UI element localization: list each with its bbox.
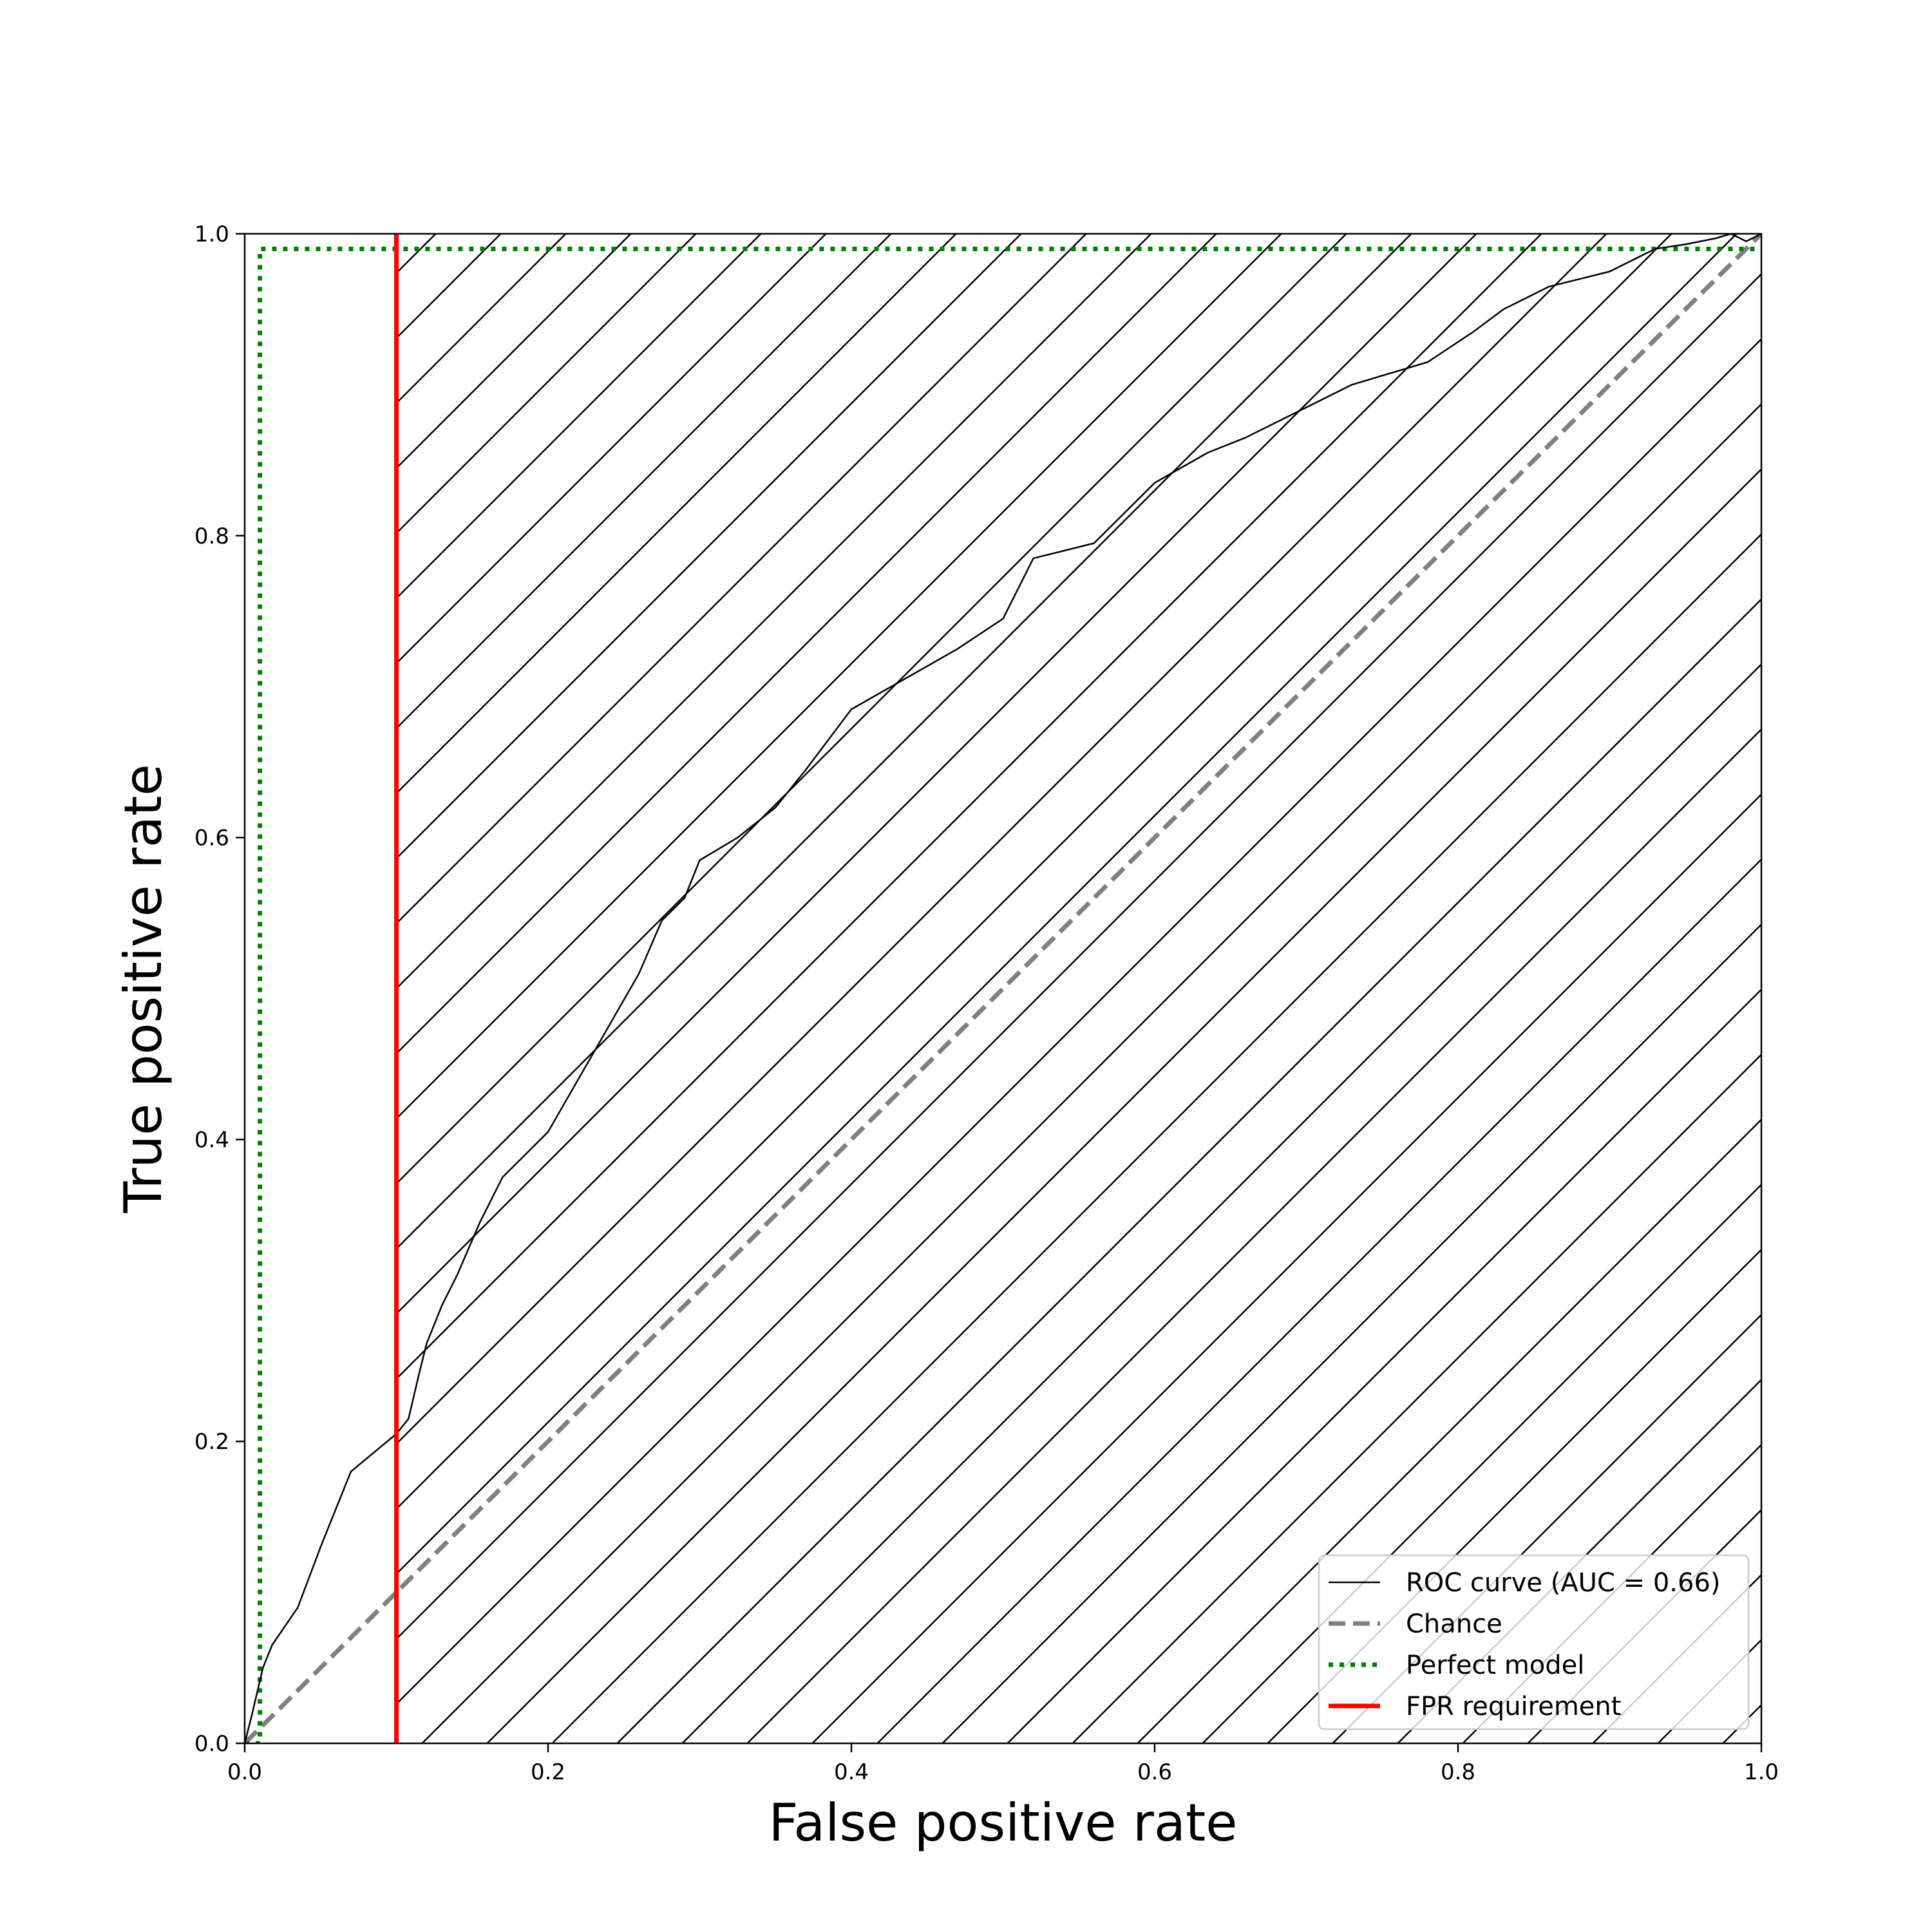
x-axis: 0.0 0.2 0.4 0.6 0.8 1.0 [227,1743,1779,1785]
hatch-line-5 [396,234,697,535]
legend-label-2: Perfect model [1406,1651,1584,1680]
hatch-line-14 [396,234,1282,1120]
legend-label-0: ROC curve (AUC = 0.66) [1406,1568,1721,1598]
hatched-region [396,234,1761,1743]
hatch-line-17 [396,234,1477,1315]
plot-frame [243,232,1763,1745]
y-tick-label-5: 1.0 [194,222,229,247]
y-axis-label: True positive rate [113,764,173,1213]
legend-box [1318,1554,1750,1730]
hatch-line-13 [396,234,1217,1055]
hatch-line-6 [396,234,762,600]
hatch-line-36 [1202,1183,1761,1743]
hatch-line-12 [396,234,1152,990]
series-line-1 [245,234,1761,1743]
hatch-line-30 [811,793,1761,1743]
legend: ROC curve (AUC = 0.66) Chance Perfect mode… [1318,1554,1750,1730]
hatch-line-37 [1267,1248,1761,1743]
series-line-0 [245,234,1761,1743]
hatch-line-29 [746,728,1761,1743]
hatch-line-24 [421,402,1761,1743]
hatch-line-22 [396,272,1761,1640]
hatch-line-26 [551,533,1761,1743]
hatch-line-15 [396,234,1347,1185]
y-tick-label-2: 0.4 [194,1127,229,1153]
x-tick-label-3: 0.6 [1137,1759,1172,1785]
hatch-line-32 [942,923,1761,1743]
hatch-line-28 [681,663,1761,1743]
hatch-line-9 [396,234,957,795]
hatch-line-20 [396,234,1672,1510]
y-tick-label-4: 0.8 [194,524,229,549]
series-layer [245,234,1761,1743]
hatch-line-16 [396,234,1412,1250]
hatch-line-7 [396,234,827,665]
y-axis: 0.0 0.2 0.4 0.6 0.8 1.0 [194,222,245,1757]
hatch-line-39 [1397,1378,1761,1743]
hatch-line-27 [616,598,1761,1743]
hatch-line-11 [396,234,1087,925]
hatch-line-8 [396,234,892,730]
hatch-line-38 [1332,1313,1761,1743]
hatch-line-33 [1007,988,1761,1743]
hatch-line-34 [1072,1053,1761,1743]
hatch-line-35 [1137,1118,1761,1743]
hatch-line-18 [396,234,1542,1380]
x-tick-label-5: 1.0 [1744,1759,1779,1785]
hatch-line-25 [486,468,1761,1743]
hatch-line-21 [396,234,1738,1575]
hatch-line-40 [1462,1443,1761,1743]
x-tick-label-4: 0.8 [1441,1759,1475,1785]
y-tick-label-3: 0.6 [194,826,229,851]
y-tick-label-0: 0.0 [194,1731,229,1757]
x-tick-label-0: 0.0 [227,1759,262,1785]
y-tick-label-1: 0.2 [194,1429,229,1455]
x-tick-label-2: 0.4 [834,1759,869,1785]
hatch-line-19 [396,234,1607,1445]
hatch-line-31 [876,858,1761,1743]
legend-label-1: Chance [1406,1609,1502,1639]
hatch-line-23 [396,337,1761,1705]
legend-label-3: FPR requirement [1406,1692,1621,1721]
x-tick-label-1: 0.2 [531,1759,565,1785]
x-axis-label: False positive rate [769,1793,1238,1853]
hatch-line-10 [396,234,1022,860]
